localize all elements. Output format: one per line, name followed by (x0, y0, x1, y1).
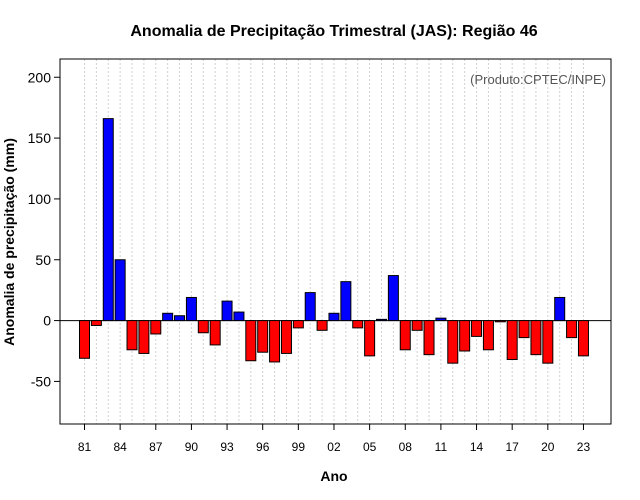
y-tick-label: 0 (43, 313, 51, 329)
x-tick-label: 84 (113, 440, 127, 454)
bar-1982 (90, 320, 102, 326)
bar-1993 (221, 300, 233, 322)
bar-1995 (245, 320, 257, 362)
y-tick-label: 50 (35, 252, 51, 268)
bar-1994 (233, 311, 245, 322)
x-tick-label: 81 (78, 440, 92, 454)
bar-2016 (494, 320, 506, 323)
bar-2008 (399, 320, 411, 351)
bar-1990 (185, 296, 197, 322)
bar-1983 (102, 118, 114, 322)
bar-2010 (423, 320, 435, 356)
x-axis-label: Ano (320, 468, 347, 484)
bar-1988 (162, 312, 174, 322)
x-tick-label: 99 (292, 440, 306, 454)
y-tick-label: 150 (28, 130, 52, 146)
y-axis: -50 0 50 100 150 200 (28, 69, 61, 389)
bar-2022 (566, 320, 578, 339)
grid (84, 59, 584, 424)
bar-1986 (138, 320, 150, 354)
bar-1996 (257, 320, 269, 353)
bar-1997 (269, 320, 281, 363)
bar-2017 (506, 320, 518, 361)
bar-2009 (411, 320, 423, 331)
bar-1998 (280, 320, 292, 354)
bar-2004 (352, 320, 364, 329)
bar-2012 (447, 320, 459, 364)
x-tick-label: 20 (541, 440, 555, 454)
bar-2015 (482, 320, 494, 351)
bar-1981 (79, 320, 90, 359)
bar-2005 (364, 320, 376, 357)
bar-1991 (197, 320, 209, 334)
bar-2013 (459, 320, 471, 352)
bar-1992 (209, 320, 221, 346)
x-tick-label: 14 (470, 440, 484, 454)
plot-frame (59, 58, 612, 425)
x-tick-label: 11 (435, 440, 448, 454)
y-tick-label: -50 (31, 373, 51, 389)
bar-2000 (304, 292, 316, 322)
x-tick-label: 17 (506, 440, 520, 454)
bar-2023 (577, 320, 589, 357)
bar-1987 (150, 320, 162, 335)
bar-1985 (126, 320, 138, 351)
x-tick-label: 90 (185, 440, 199, 454)
bar-2021 (554, 296, 566, 322)
bar-2002 (328, 312, 340, 322)
x-tick-label: 96 (256, 440, 270, 454)
y-tick-label: 100 (28, 191, 52, 207)
bar-2007 (387, 275, 399, 322)
x-tick-label: 87 (149, 440, 163, 454)
x-axis: 81 84 87 90 93 96 99 02 05 08 11 14 17 20 23 (78, 423, 591, 454)
bar-1989 (174, 315, 186, 322)
bar-2003 (340, 281, 352, 322)
bar-2020 (542, 320, 554, 364)
bar-2014 (471, 320, 483, 337)
bar-2011 (435, 317, 447, 322)
bar-2019 (530, 320, 542, 356)
bar-1999 (292, 320, 304, 329)
source-note: (Produto:CPTEC/INPE) (470, 72, 606, 87)
bar-2006 (376, 318, 387, 322)
y-tick-label: 200 (28, 69, 52, 85)
bar-1984 (114, 259, 126, 322)
x-tick-label: 08 (399, 440, 413, 454)
chart-title: Anomalia de Precipitação Trimestral (JAS… (130, 23, 537, 40)
bar-2001 (316, 320, 328, 331)
bars (79, 118, 589, 364)
x-tick-label: 02 (327, 440, 341, 454)
bar-2018 (518, 320, 530, 339)
x-tick-label: 93 (220, 440, 234, 454)
x-tick-label: 05 (363, 440, 377, 454)
x-tick-label: 23 (577, 440, 591, 454)
y-axis-label: Anomalia de precipitação (mm) (1, 138, 17, 346)
